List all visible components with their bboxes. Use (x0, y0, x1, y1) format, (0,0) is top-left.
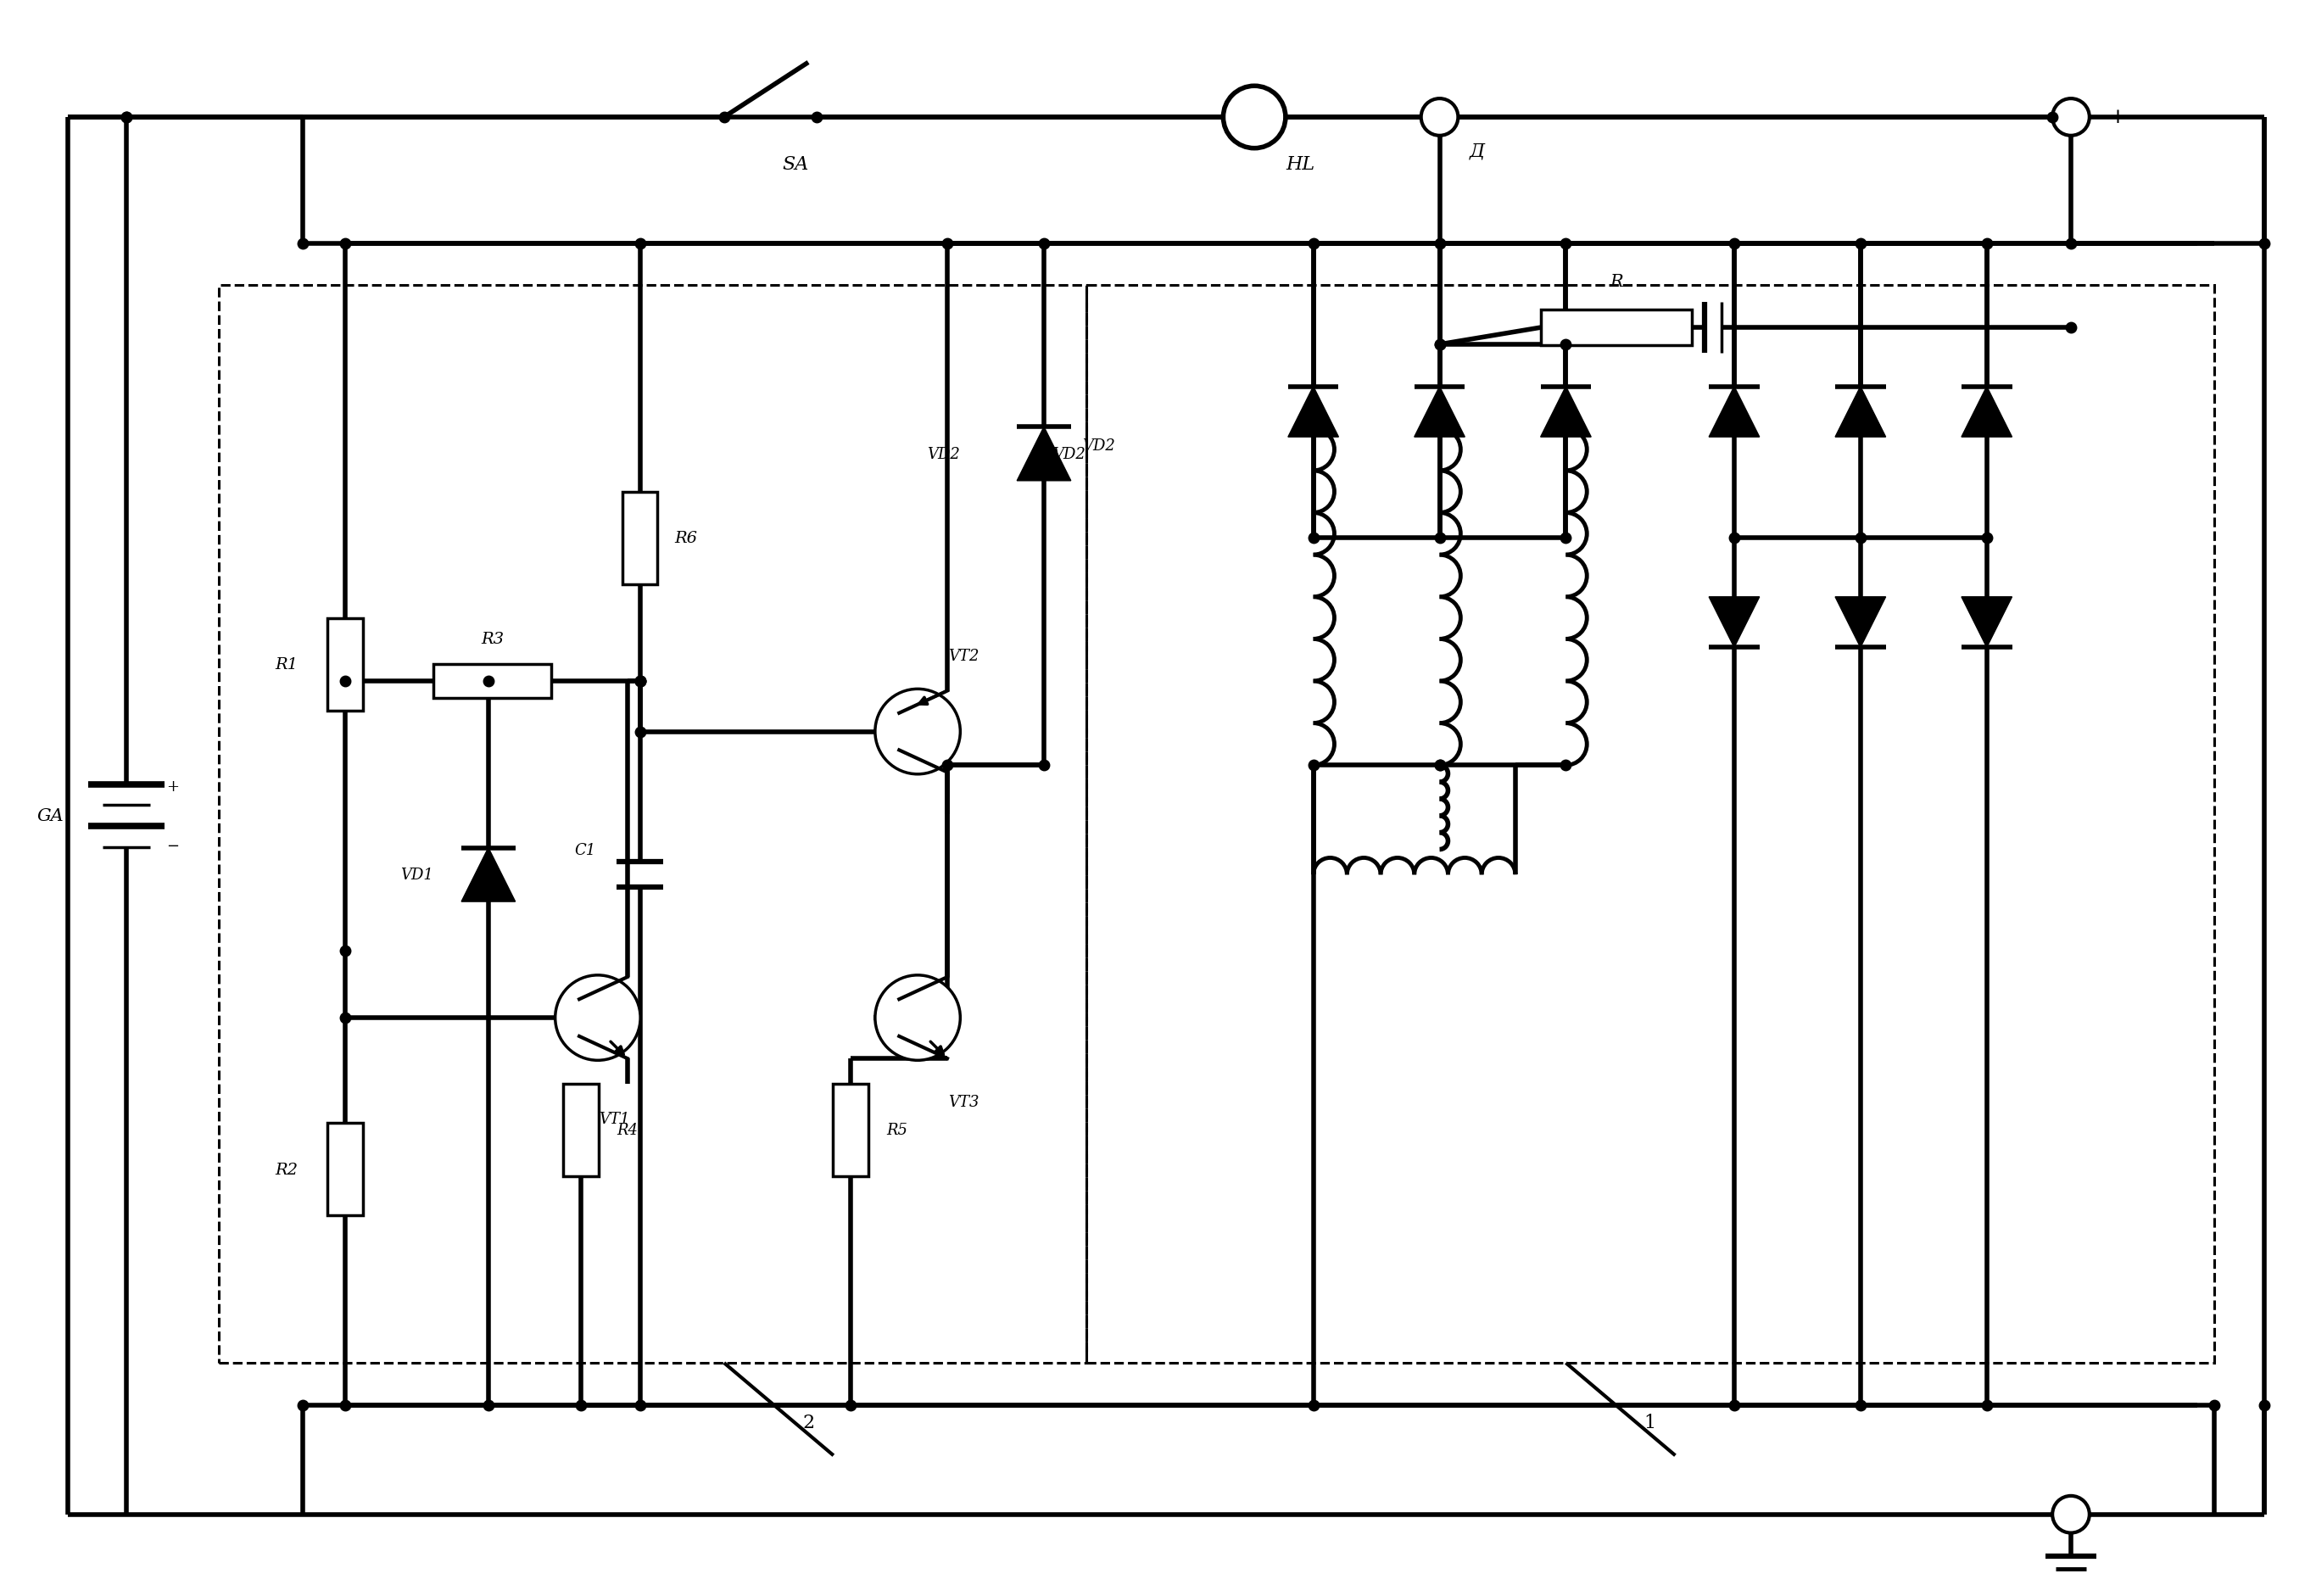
Bar (623, 492, 658, 584)
Circle shape (2052, 99, 2089, 136)
Bar (220, 286, 1086, 1363)
Polygon shape (1709, 386, 1760, 437)
Text: VD2: VD2 (926, 447, 959, 461)
Text: 1: 1 (1644, 1412, 1656, 1432)
Text: VT2: VT2 (950, 648, 980, 664)
Polygon shape (1540, 386, 1591, 437)
Bar (834, 1084, 868, 1176)
Text: VD2: VD2 (1082, 439, 1114, 453)
Text: −: − (2110, 1505, 2126, 1524)
Polygon shape (1962, 386, 2013, 437)
Polygon shape (461, 847, 514, 902)
Bar (433, 664, 551, 699)
Circle shape (875, 689, 961, 774)
Polygon shape (1962, 597, 2013, 648)
Text: VD2: VD2 (1051, 447, 1086, 461)
Bar (563, 1084, 598, 1176)
Polygon shape (1415, 386, 1464, 437)
Circle shape (556, 975, 642, 1061)
Text: −: − (167, 838, 178, 854)
Text: +: + (2110, 109, 2126, 128)
Polygon shape (1709, 597, 1760, 648)
Bar (1540, 311, 1693, 346)
Polygon shape (1288, 386, 1339, 437)
Text: C1: C1 (574, 843, 595, 857)
Polygon shape (1834, 597, 1885, 648)
Text: R2: R2 (276, 1162, 299, 1178)
Text: SA: SA (783, 155, 808, 174)
Circle shape (2052, 1495, 2089, 1532)
Text: Д: Д (1471, 142, 1485, 161)
Bar (1086, 286, 2214, 1363)
Bar (327, 618, 364, 710)
Text: R1: R1 (276, 658, 299, 672)
Text: R3: R3 (482, 632, 505, 646)
Text: R5: R5 (887, 1122, 908, 1138)
Circle shape (875, 975, 961, 1061)
Text: VD1: VD1 (401, 867, 433, 883)
Text: R6: R6 (674, 531, 697, 546)
Polygon shape (1834, 386, 1885, 437)
Text: VT3: VT3 (950, 1095, 980, 1109)
Text: R4: R4 (616, 1122, 637, 1138)
Polygon shape (1017, 428, 1070, 482)
Circle shape (1223, 86, 1285, 148)
Text: R: R (1610, 275, 1624, 290)
Text: 2: 2 (801, 1412, 815, 1432)
Text: GA: GA (37, 808, 65, 824)
Text: VT1: VT1 (600, 1111, 630, 1127)
Text: HL: HL (1285, 155, 1315, 174)
Text: +: + (167, 779, 178, 795)
Bar (327, 1124, 364, 1216)
Circle shape (1422, 99, 1459, 136)
